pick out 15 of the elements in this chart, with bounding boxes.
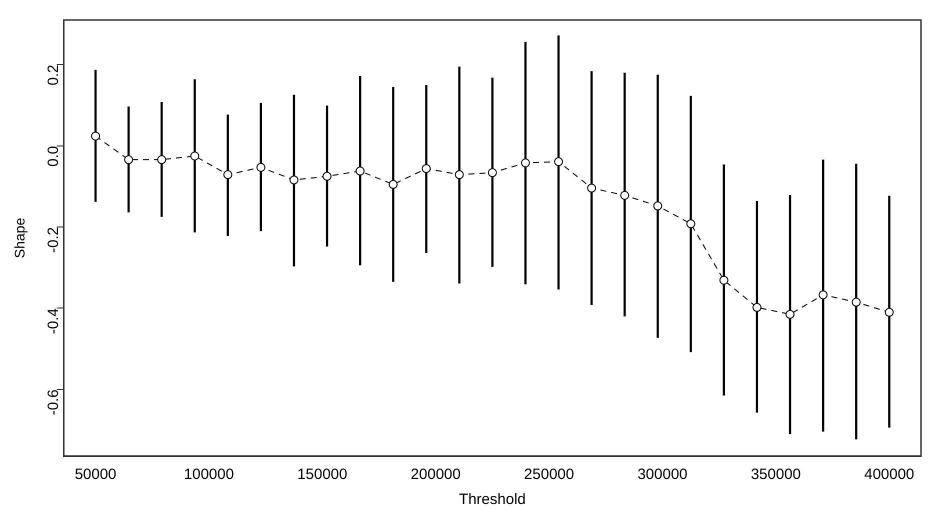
x-tick-label: 50000 [74, 466, 116, 484]
x-tick-label: 300000 [637, 466, 688, 484]
y-tick-label: -0.4 [44, 308, 62, 334]
y-tick-label: -0.6 [44, 389, 62, 416]
x-tick-label: 200000 [410, 466, 461, 484]
y-axis-title: Shape [11, 218, 28, 258]
x-tick-label: 350000 [750, 466, 801, 484]
x-tick-label: 400000 [864, 466, 914, 484]
y-tick-label: 0.0 [44, 146, 62, 167]
y-tick-label: -0.2 [44, 227, 62, 253]
x-tick-label: 100000 [184, 466, 234, 484]
x-axis-title: Threshold [459, 491, 526, 508]
x-tick-label: 150000 [297, 466, 348, 484]
y-tick-label: 0.2 [44, 64, 62, 86]
x-tick-label: 250000 [524, 466, 574, 484]
